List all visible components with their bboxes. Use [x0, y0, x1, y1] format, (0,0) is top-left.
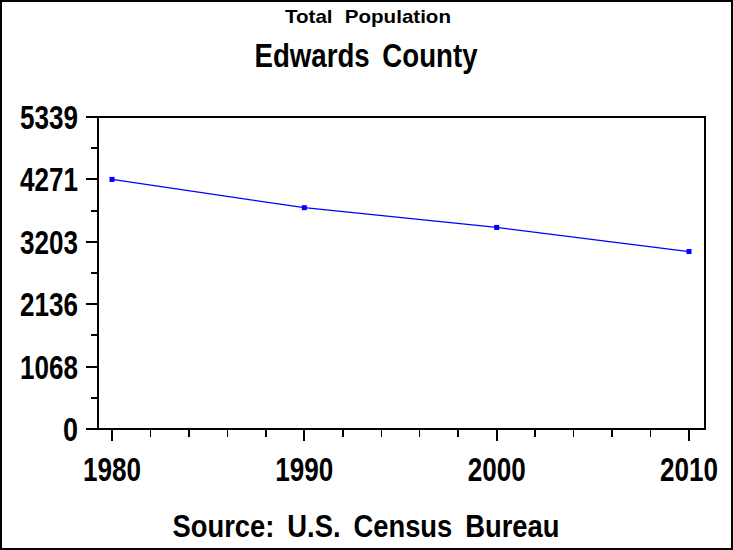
data-point-marker: [302, 205, 307, 210]
y-axis-tick-label: 1068: [20, 348, 78, 386]
y-axis-tick-label: 2136: [20, 285, 78, 323]
chart-title: Edwards County: [255, 37, 479, 74]
series-layer: [110, 177, 692, 254]
plot-frame: [98, 117, 705, 429]
data-point-marker: [110, 177, 115, 182]
x-axis-tick-label: 1990: [275, 450, 333, 488]
y-axis-tick-label: 5339: [20, 98, 78, 136]
x-axis-tick-label: 2010: [660, 450, 718, 488]
x-axis-tick-label: 1980: [83, 450, 141, 488]
population-trend-line: [112, 179, 689, 251]
data-point-marker: [494, 225, 499, 230]
data-point-marker: [687, 249, 692, 254]
axes-layer: 0 1068 2136 3203 4271 5339 1980 1990 2000 2010: [20, 98, 718, 488]
population-line-chart: Total Population Edwards County Source: …: [2, 2, 731, 548]
chart-window: Total Population Edwards County Source: …: [0, 0, 733, 550]
x-axis-tick-label: 2000: [468, 450, 526, 488]
y-axis-tick-label: 3203: [20, 223, 78, 261]
y-axis-tick-label: 4271: [20, 160, 78, 198]
y-axis-tick-label: 0: [63, 410, 78, 448]
chart-subtitle: Total Population: [285, 6, 451, 27]
source-note: Source: U.S. Census Bureau: [173, 509, 560, 544]
